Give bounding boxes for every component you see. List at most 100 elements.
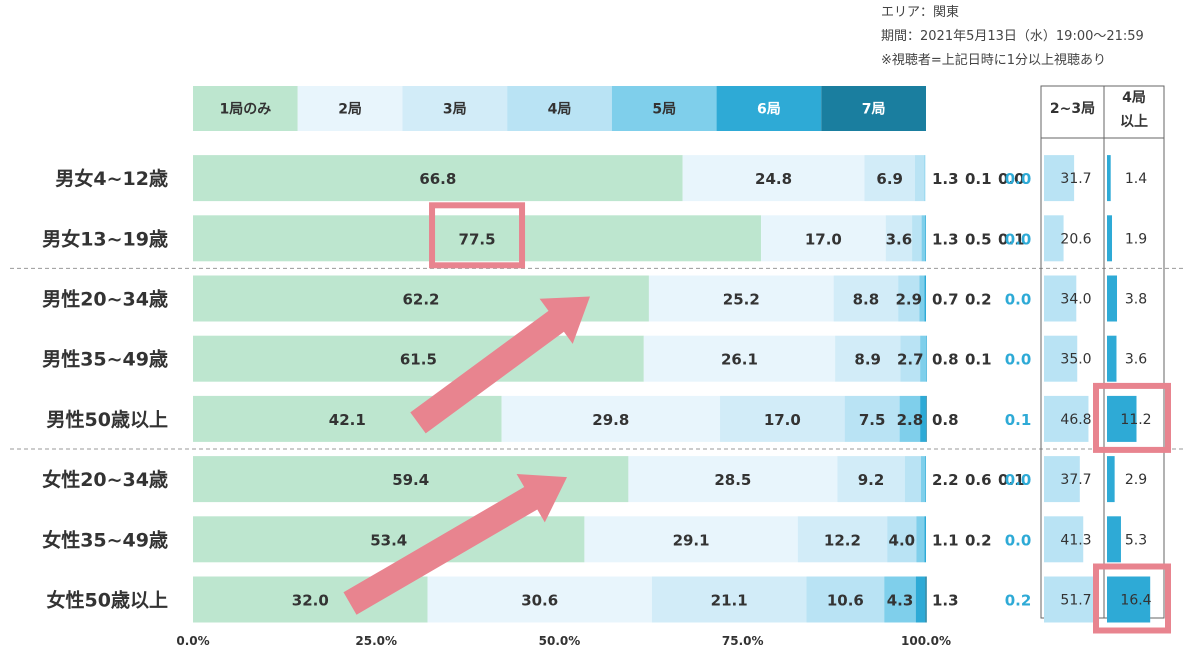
summary-value-4plus: 1.4 — [1125, 171, 1147, 187]
summary-header-2-3: 2~3局 — [1050, 101, 1095, 117]
segment-label: 28.5 — [714, 471, 751, 489]
segment-label: 21.1 — [711, 592, 748, 610]
summary-bar-2-3 — [1044, 335, 1078, 382]
bar-segment — [912, 215, 922, 262]
row-label: 男性35~49歳 — [42, 348, 168, 371]
x-axis: 0.0% 25.0% 50.0% 75.0% 100.0% — [176, 634, 951, 648]
segment-label: 0.5 — [965, 230, 992, 248]
row-label: 男女4~12歳 — [55, 167, 168, 190]
legend-label-3: 3局 — [443, 102, 467, 118]
bar-segment — [584, 516, 798, 563]
summary-bar-2-3 — [1044, 516, 1084, 563]
bar-segment — [925, 576, 927, 623]
overflow-labels: 1.3 0.1 0.00.01.3 0.5 0.10.00.7 0.2 0.00.8 0.1 0… — [932, 170, 1031, 609]
trend-arrow — [343, 474, 567, 615]
summary-bar-4plus — [1107, 516, 1121, 563]
segment-label: 1.1 — [932, 531, 959, 549]
summary-value-4plus: 3.6 — [1125, 352, 1147, 368]
bar-segment — [643, 335, 836, 382]
bar-segment — [920, 335, 926, 382]
summary-header-4plus-line2: 以上 — [1120, 114, 1148, 130]
segment-label: 61.5 — [400, 351, 437, 369]
bar-segment — [682, 155, 865, 202]
row-label: 男女13~19歳 — [42, 227, 168, 250]
summary-bar-2-3 — [1044, 456, 1080, 503]
summary-bar-4plus — [1107, 335, 1117, 382]
segment-label: 42.1 — [329, 411, 366, 429]
segment-label: 2.9 — [895, 291, 922, 309]
bar-segment — [920, 456, 926, 503]
bar-segment — [193, 516, 585, 563]
legend-swatch-5 — [611, 86, 717, 131]
note-viewer-definition: ※視聴者=上記日時に1分以上視聴あり — [881, 52, 1106, 68]
bar-segment — [837, 456, 905, 503]
segment-label: 17.0 — [805, 230, 842, 248]
segment-label: 0.1 — [998, 471, 1025, 489]
segment-label: 9.2 — [858, 471, 885, 489]
summary-value-4plus: 2.9 — [1125, 472, 1147, 488]
segment-label: 4.0 — [889, 531, 916, 549]
legend-label-2: 2局 — [338, 102, 362, 118]
segment-label: 0.7 — [932, 291, 959, 309]
bar-segment — [885, 215, 913, 262]
bar-segment — [898, 275, 920, 322]
row-label: 女性20~34歳 — [42, 468, 168, 491]
segment-label: 62.2 — [402, 291, 439, 309]
summary-highlight-box — [1093, 563, 1171, 634]
bar-segment — [884, 576, 916, 623]
legend-swatch-2 — [297, 86, 403, 131]
segment-label: 0.8 — [932, 411, 959, 429]
segment-label: 6.9 — [876, 170, 903, 188]
bar-segment — [833, 275, 899, 322]
trend-arrow — [410, 296, 590, 434]
bar-segment — [925, 456, 926, 503]
segment-label: 1.3 — [932, 170, 959, 188]
bar-segment — [904, 456, 921, 503]
summary-bar-4plus — [1107, 215, 1113, 262]
segment-label: 59.4 — [392, 471, 429, 489]
bar-segment — [835, 335, 901, 382]
summary-value-2-3: 35.0 — [1060, 352, 1091, 368]
segment-label: 0.2 — [965, 531, 992, 549]
x-tick-label: 100.0% — [901, 634, 951, 648]
summary-value-2-3: 41.3 — [1060, 532, 1091, 548]
summary-bar-4plus — [1107, 395, 1137, 442]
row-label: 女性50歳以上 — [47, 589, 168, 612]
legend-swatch-3 — [402, 86, 508, 131]
bar-segment — [193, 335, 644, 382]
segment-label: 3.6 — [886, 230, 913, 248]
summary-value-4plus: 1.9 — [1125, 231, 1147, 247]
bar-segment — [193, 215, 762, 262]
series-legend: 1局のみ 2局 3局 4局 5局 6局 7局 — [193, 86, 926, 131]
segment-label: 29.8 — [592, 411, 629, 429]
row-labels: 男女4~12歳男女13~19歳男性20~34歳男性35~49歳男性50歳以上女性… — [42, 167, 168, 611]
summary-header-4plus-line1: 4局 — [1122, 90, 1146, 106]
segment-label: 0.6 — [965, 471, 992, 489]
summary-bar-4plus — [1107, 576, 1151, 623]
legend-label-7: 7局 — [862, 102, 886, 118]
bar-segment — [648, 275, 834, 322]
annotations — [343, 202, 590, 615]
legend-label-5: 5局 — [652, 102, 676, 118]
legend-label-4: 4局 — [548, 102, 572, 118]
segment-label: 25.2 — [723, 291, 760, 309]
segment-label: 4.3 — [887, 592, 914, 610]
bar-segment — [924, 275, 926, 322]
bar-segment — [920, 395, 926, 442]
bar-segment — [924, 155, 926, 202]
bar-segment — [427, 576, 652, 623]
legend-swatch-7 — [821, 86, 926, 131]
bar-segment — [501, 395, 721, 442]
summary-value-4plus: 16.4 — [1120, 593, 1151, 609]
highlight-box — [429, 202, 526, 269]
segment-label: 17.0 — [764, 411, 801, 429]
summary-value-2-3: 31.7 — [1060, 171, 1091, 187]
segment-label: 1.3 — [932, 230, 959, 248]
segment-label: 32.0 — [292, 592, 329, 610]
segment-label: 2.2 — [932, 471, 959, 489]
summary-bar-4plus — [1107, 275, 1118, 322]
x-tick-label: 50.0% — [539, 634, 581, 648]
summary-bar-4plus — [1107, 155, 1111, 202]
segment-label: 26.1 — [721, 351, 758, 369]
